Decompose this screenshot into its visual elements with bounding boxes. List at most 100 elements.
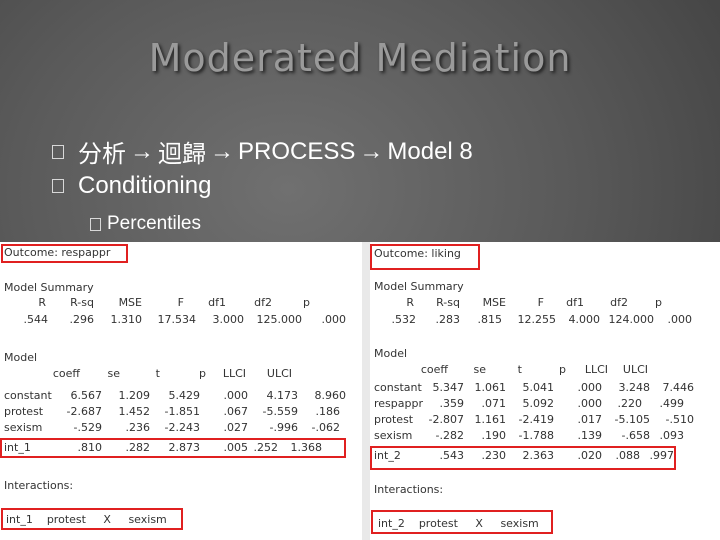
se-value: 1.452: [118, 405, 151, 418]
ulci-value: -.062: [311, 421, 340, 434]
row-label: constant: [374, 381, 422, 394]
t-value: -1.851: [164, 405, 200, 418]
t-value: 5.092: [522, 397, 555, 410]
coeff-value: .359: [439, 397, 465, 410]
summary-header: df2: [610, 296, 628, 309]
summary-value: 3.000: [212, 313, 245, 326]
highlight-box: [0, 438, 346, 458]
p-value: .017: [577, 413, 603, 426]
model-summary-label: Model Summary: [4, 281, 94, 294]
summary-header: df1: [566, 296, 584, 309]
coeff-value: -2.687: [66, 405, 102, 418]
interaction-definition: int_1 protest X sexism: [6, 513, 167, 526]
model-header: p: [199, 367, 206, 380]
model-label: Model: [4, 351, 38, 364]
summary-header: df1: [208, 296, 226, 309]
t-value: -1.788: [518, 429, 554, 442]
p-value: .000: [577, 397, 603, 410]
t-value: 2.363: [522, 449, 555, 462]
sub-bullet-percentiles: Percentiles: [90, 213, 201, 235]
coeff-value: -.282: [435, 429, 464, 442]
t-value: 2.873: [168, 441, 201, 454]
ulci-value: .997: [649, 449, 675, 462]
model-header: ULCI: [266, 367, 292, 380]
se-value: .230: [481, 449, 507, 462]
summary-value: .000: [667, 313, 693, 326]
t-value: 5.041: [522, 381, 555, 394]
model-row-protest: protest -2.687 1.452 -1.851 .067 -5.559 …: [0, 404, 362, 420]
coeff-value: .810: [77, 441, 103, 454]
llci-value: 4.173: [266, 389, 299, 402]
model-label: Model: [374, 347, 408, 360]
summary-header: F: [177, 296, 184, 309]
summary-value: 4.000: [568, 313, 601, 326]
model-header: se: [107, 367, 121, 380]
outcome-label: Outcome: liking: [374, 247, 461, 260]
summary-header: p: [303, 296, 310, 309]
bullet-icon: [90, 217, 101, 231]
p-value: .005: [223, 441, 249, 454]
summary-header: df2: [254, 296, 272, 309]
p-value: .000: [223, 389, 249, 402]
summary-header: MSE: [482, 296, 506, 309]
ulci-value: -.510: [665, 413, 694, 426]
summary-value: .815: [477, 313, 503, 326]
ulci-value: 7.446: [662, 381, 695, 394]
sub-bullet-text: Percentiles: [107, 213, 201, 234]
summary-header: p: [655, 296, 662, 309]
summary-value: .296: [69, 313, 95, 326]
row-label: sexism: [374, 429, 413, 442]
summary-value: 12.255: [517, 313, 557, 326]
se-value: 1.209: [118, 389, 151, 402]
bullet-icon: [52, 179, 64, 193]
coeff-value: -.529: [73, 421, 102, 434]
highlight-box: [1, 244, 128, 263]
llci-value: -5.105: [614, 413, 650, 426]
summary-value: 1.310: [110, 313, 143, 326]
menu-step-3: PROCESS: [238, 137, 356, 165]
summary-header: R-sq: [70, 296, 94, 309]
model-header: LLCI: [222, 367, 246, 380]
p-value: .000: [577, 381, 603, 394]
summary-value-row: .544 .296 1.310 17.534 3.000 125.000 .00…: [0, 312, 362, 328]
model-row-sexism: sexism -.529 .236 -2.243 .027 -.996 -.06…: [0, 420, 362, 436]
model-row-respappr: respappr .359 .071 5.092 .000 .220 .499: [370, 396, 720, 412]
arrow-right-icon: →: [359, 137, 384, 165]
model-header: ULCI: [622, 363, 648, 376]
summary-value: .283: [435, 313, 461, 326]
se-value: .071: [481, 397, 507, 410]
model-row-sexism: sexism -.282 .190 -1.788 .139 -.658 .093: [370, 428, 720, 444]
llci-value: .252: [253, 441, 279, 454]
model-header: LLCI: [584, 363, 608, 376]
row-label: int_1: [4, 441, 31, 454]
summary-value-row: .532 .283 .815 12.255 4.000 124.000 .000: [370, 312, 720, 328]
summary-header: R: [38, 296, 46, 309]
coeff-value: -2.807: [428, 413, 464, 426]
model-header: coeff: [420, 363, 448, 376]
menu-step-1: 分析: [78, 141, 126, 168]
model-row-constant: constant 6.567 1.209 5.429 .000 4.173 8.…: [0, 388, 362, 404]
output-panel-liking: Outcome: liking Model Summary R R-sq MSE…: [370, 242, 720, 540]
row-label: int_2: [374, 449, 401, 462]
summary-value: .544: [23, 313, 49, 326]
summary-value: .000: [321, 313, 347, 326]
coeff-value: .543: [439, 449, 465, 462]
menu-step-2: 迴歸: [158, 141, 206, 168]
model-summary-label: Model Summary: [374, 280, 464, 293]
model-row-constant: constant 5.347 1.061 5.041 .000 3.248 7.…: [370, 380, 720, 396]
p-value: .067: [223, 405, 249, 418]
menu-step-4: Model 8: [387, 137, 473, 165]
summary-header: R-sq: [436, 296, 460, 309]
t-value: -2.243: [164, 421, 200, 434]
highlight-box: [370, 244, 480, 270]
interaction-definition: int_2 protest X sexism: [378, 517, 539, 530]
se-value: 1.161: [474, 413, 507, 426]
se-value: 1.061: [474, 381, 507, 394]
highlight-box: [370, 446, 676, 470]
model-header: t: [517, 363, 522, 376]
model-header: coeff: [52, 367, 80, 380]
model-header-row: coeff se t p LLCI ULCI: [0, 366, 362, 382]
model-row-protest: protest -2.807 1.161 -2.419 .017 -5.105 …: [370, 412, 720, 428]
highlight-box: [1, 508, 183, 530]
bullet-conditioning: Conditioning: [52, 172, 211, 200]
